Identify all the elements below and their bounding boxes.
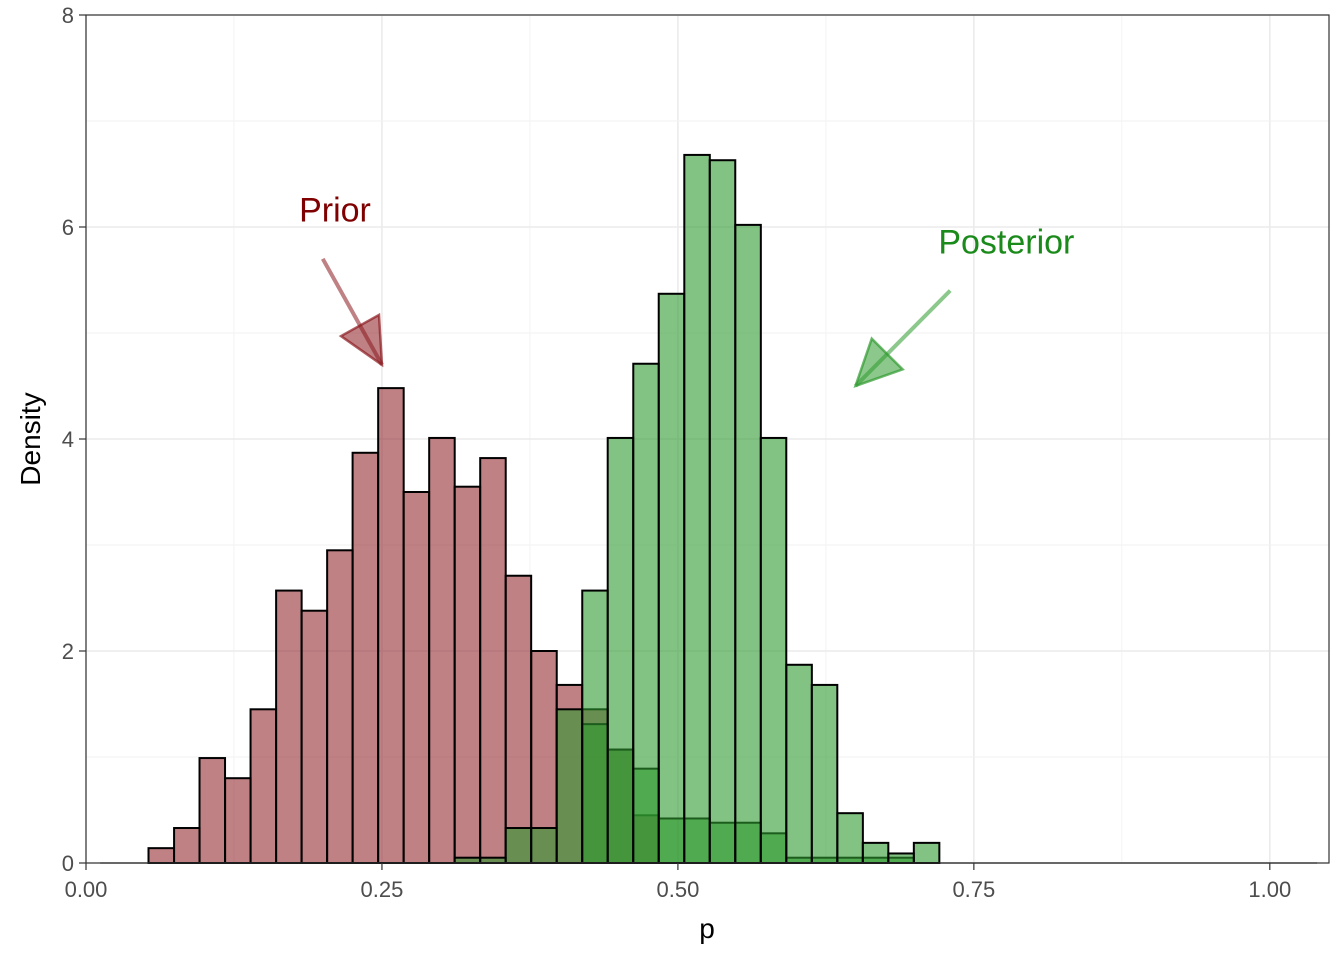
x-tick-label: 0.75 bbox=[952, 877, 995, 902]
prior-bar bbox=[249, 708, 278, 864]
posterior-upper-bar bbox=[606, 436, 635, 864]
posterior-upper-bar bbox=[887, 852, 915, 865]
posterior-upper-bar bbox=[785, 663, 813, 865]
y-tick-label: 4 bbox=[62, 427, 74, 452]
x-tick-label: 1.00 bbox=[1248, 877, 1291, 902]
x-tick-label: 0.25 bbox=[361, 877, 404, 902]
prior-bar bbox=[453, 485, 482, 864]
posterior-upper-bar bbox=[581, 589, 609, 865]
posterior-upper-bar bbox=[657, 292, 686, 864]
posterior-upper-bar bbox=[683, 153, 711, 865]
prior-bar bbox=[377, 387, 405, 864]
posterior-upper-bar bbox=[632, 362, 660, 864]
posterior-upper-bar bbox=[759, 436, 788, 864]
y-tick-label: 6 bbox=[62, 215, 74, 240]
x-axis: 0.00 0.25 0.50 0.75 1.00 bbox=[65, 863, 1291, 902]
prior-bar bbox=[224, 777, 252, 865]
posterior-upper-bar bbox=[708, 159, 737, 865]
prior-bar bbox=[351, 451, 380, 864]
x-tick-label: 0.50 bbox=[656, 877, 699, 902]
posterior-bar bbox=[453, 856, 482, 865]
prior-bar bbox=[326, 549, 354, 864]
prior-bar bbox=[147, 847, 176, 864]
posterior-upper-bar bbox=[861, 841, 890, 864]
annotations: Prior Posterior bbox=[299, 192, 1074, 389]
prior-bar bbox=[275, 589, 303, 865]
y-tick-label: 8 bbox=[62, 3, 74, 28]
posterior-bar bbox=[555, 708, 584, 864]
prior-bar bbox=[428, 436, 456, 864]
posterior-bars bbox=[453, 153, 941, 865]
prior-bar bbox=[504, 574, 533, 864]
y-tick-label: 2 bbox=[62, 639, 74, 664]
y-axis: 0 2 4 6 8 bbox=[62, 3, 86, 876]
posterior-upper-bar bbox=[734, 223, 762, 864]
posterior-bar bbox=[479, 856, 507, 865]
posterior-upper-bar bbox=[912, 841, 941, 864]
annotation-arrow-head bbox=[853, 336, 905, 389]
posterior-bar bbox=[530, 827, 558, 865]
posterior-bar bbox=[504, 827, 533, 865]
prior-bar bbox=[300, 609, 329, 864]
annotation-arrow-head bbox=[338, 312, 384, 368]
prior-bar bbox=[402, 491, 431, 864]
posterior-upper-bar bbox=[810, 683, 839, 864]
prior-bar bbox=[479, 457, 507, 864]
prior-bar bbox=[173, 827, 201, 865]
x-tick-label: 0.00 bbox=[65, 877, 108, 902]
posterior-upper-bar bbox=[836, 812, 864, 864]
annotation-prior: Prior bbox=[299, 192, 371, 230]
prior-bar bbox=[198, 757, 227, 864]
y-tick-label: 0 bbox=[62, 851, 74, 876]
y-axis-title: Density bbox=[15, 392, 46, 485]
annotation-posterior: Posterior bbox=[938, 224, 1074, 262]
x-axis-title: p bbox=[699, 913, 715, 944]
